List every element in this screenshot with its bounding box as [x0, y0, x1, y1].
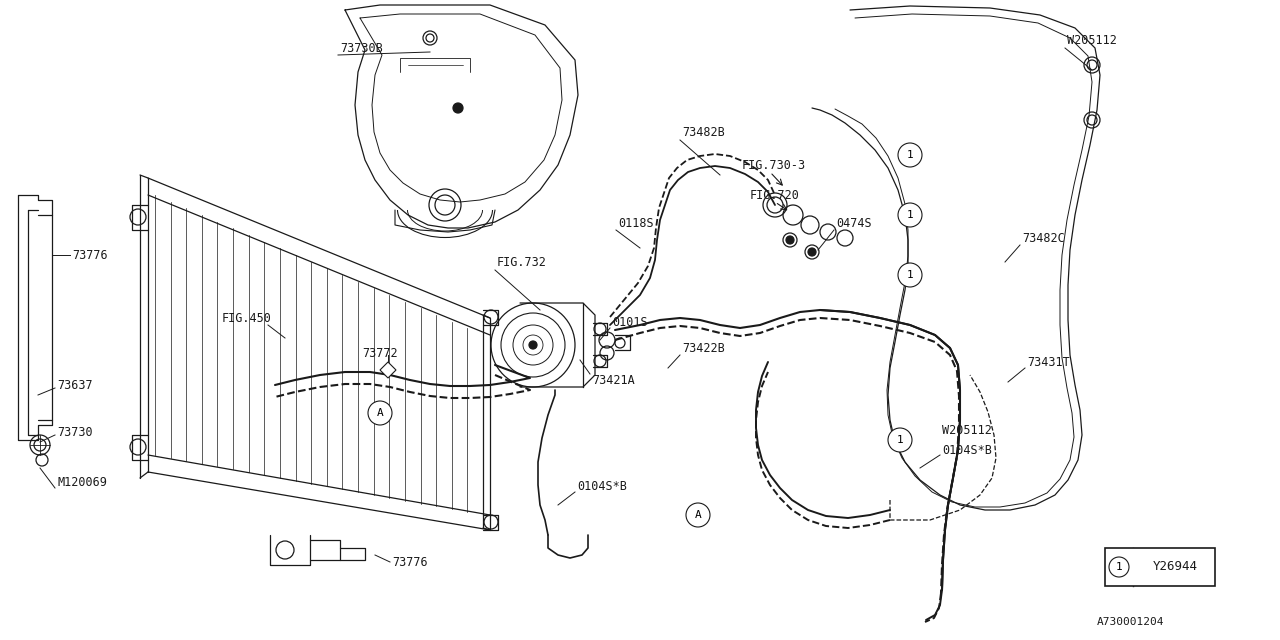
Text: 73776: 73776: [392, 557, 428, 570]
Text: FIG.450: FIG.450: [221, 312, 271, 324]
Text: FIG.720: FIG.720: [750, 189, 800, 202]
Text: 73482B: 73482B: [682, 125, 724, 138]
Text: A730001204: A730001204: [1097, 617, 1165, 627]
Text: 0104S*B: 0104S*B: [577, 479, 627, 493]
Text: 0118S: 0118S: [618, 216, 654, 230]
Text: 73637: 73637: [58, 378, 92, 392]
Circle shape: [808, 248, 817, 256]
Bar: [1105, 548, 1215, 586]
Text: A: A: [695, 510, 701, 520]
Text: 1: 1: [906, 270, 914, 280]
Text: FIG.730-3: FIG.730-3: [742, 159, 806, 172]
Text: 73772: 73772: [362, 346, 398, 360]
Text: 1: 1: [896, 435, 904, 445]
Text: W205112: W205112: [942, 424, 992, 436]
Circle shape: [1108, 557, 1129, 577]
Text: 73422B: 73422B: [682, 342, 724, 355]
Circle shape: [786, 236, 794, 244]
Text: FIG.732: FIG.732: [497, 255, 547, 269]
Text: M120069: M120069: [58, 476, 106, 488]
Text: 73776: 73776: [72, 248, 108, 262]
Text: 0101S: 0101S: [612, 316, 648, 328]
Circle shape: [888, 428, 913, 452]
Circle shape: [529, 341, 538, 349]
Text: 73421A: 73421A: [593, 374, 635, 387]
Polygon shape: [380, 362, 396, 378]
Text: 1: 1: [906, 150, 914, 160]
Circle shape: [899, 203, 922, 227]
Text: 0474S: 0474S: [836, 216, 872, 230]
Text: 73730: 73730: [58, 426, 92, 438]
Text: W205112: W205112: [1068, 33, 1117, 47]
Circle shape: [899, 143, 922, 167]
Text: 73482C: 73482C: [1021, 232, 1065, 244]
Text: 0104S*B: 0104S*B: [942, 444, 992, 456]
Text: Y26944: Y26944: [1152, 561, 1198, 573]
Text: 1: 1: [1116, 562, 1123, 572]
Circle shape: [686, 503, 710, 527]
Circle shape: [899, 263, 922, 287]
Text: 73431T: 73431T: [1027, 355, 1070, 369]
Text: 1: 1: [906, 210, 914, 220]
Circle shape: [453, 103, 463, 113]
Circle shape: [369, 401, 392, 425]
Text: A: A: [376, 408, 384, 418]
Text: 73730B: 73730B: [340, 42, 383, 54]
